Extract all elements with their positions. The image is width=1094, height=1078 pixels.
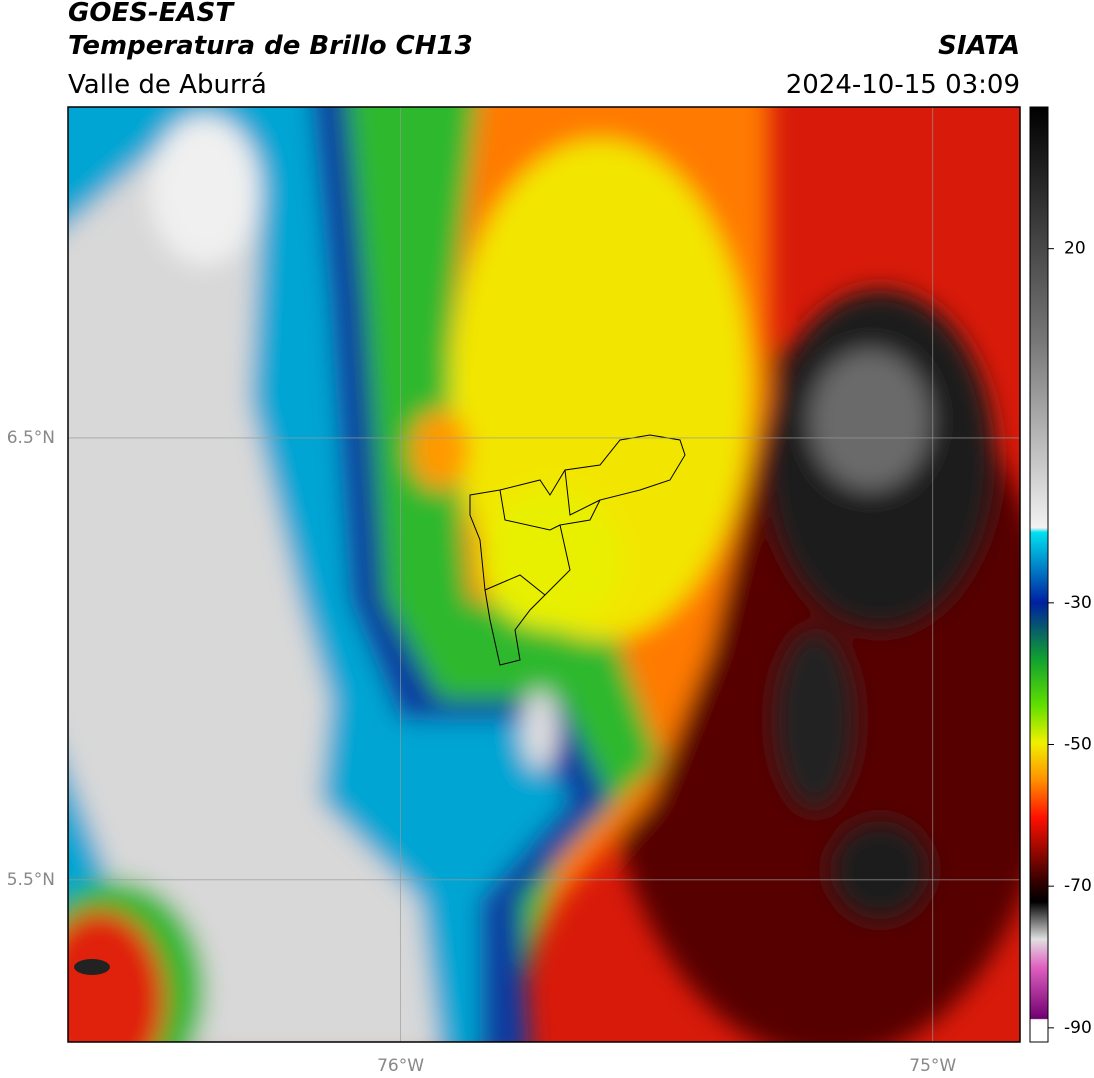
region: Valle de Aburrá [68, 70, 267, 100]
colorbar-tick-label: -30 [1064, 593, 1092, 613]
colorbar-tick-label: -50 [1064, 735, 1092, 755]
source: SIATA [938, 31, 1020, 61]
subtitle: Temperatura de Brillo CH13 [68, 31, 473, 61]
municipality-border [499, 489, 561, 531]
x-tick-label: 75°W [909, 1056, 956, 1076]
title: GOES-EAST [68, 0, 235, 28]
colorbar [1029, 106, 1049, 1043]
datetime: 2024-10-15 03:09 [786, 70, 1020, 100]
valley-outline [469, 434, 686, 666]
satellite-image [68, 107, 1020, 1042]
municipality-border [564, 469, 601, 516]
colorbar-tick-label: 20 [1064, 239, 1086, 259]
municipality-border [484, 574, 546, 596]
x-tick-label: 76°W [377, 1056, 424, 1076]
colorbar-tick-label: -70 [1064, 876, 1092, 896]
grid [68, 107, 1020, 1042]
colorbar-tick-label: -90 [1064, 1018, 1092, 1038]
y-tick-label: 6.5°N [7, 428, 55, 448]
map-frame [67, 106, 1021, 1043]
y-tick-label: 5.5°N [7, 870, 55, 890]
